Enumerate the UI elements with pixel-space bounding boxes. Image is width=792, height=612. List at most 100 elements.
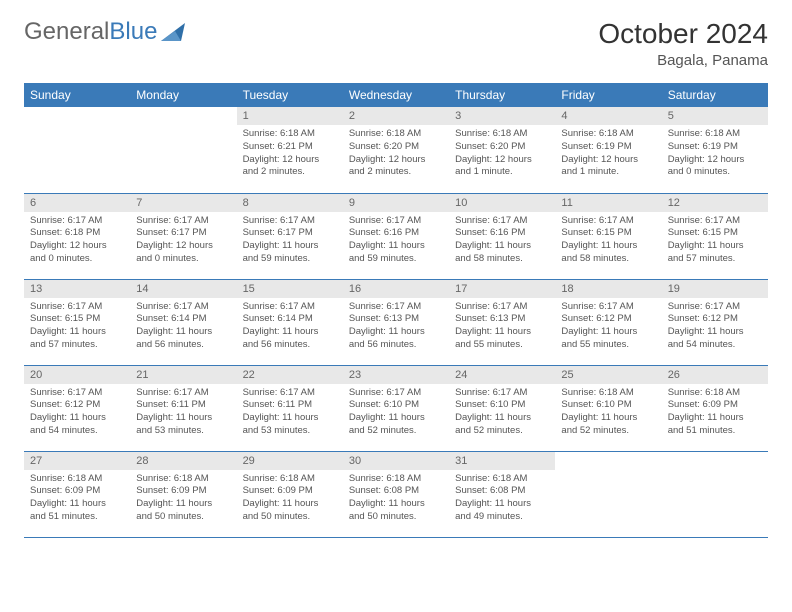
day-number: 24 [449,366,555,384]
logo-word1: General [24,18,109,45]
calendar-cell: 16Sunrise: 6:17 AMSunset: 6:13 PMDayligh… [343,279,449,365]
day-number: 4 [555,107,661,125]
day-detail: Sunrise: 6:18 AMSunset: 6:21 PMDaylight:… [237,125,343,183]
logo: GeneralBlue [24,18,187,46]
day-detail: Sunrise: 6:17 AMSunset: 6:12 PMDaylight:… [555,298,661,356]
day-number: 10 [449,194,555,212]
day-number: 22 [237,366,343,384]
calendar-body: 1Sunrise: 6:18 AMSunset: 6:21 PMDaylight… [24,107,768,537]
calendar-cell: 11Sunrise: 6:17 AMSunset: 6:15 PMDayligh… [555,193,661,279]
weekday-header: Thursday [449,83,555,107]
day-number: 5 [662,107,768,125]
day-detail: Sunrise: 6:17 AMSunset: 6:15 PMDaylight:… [662,212,768,270]
calendar-cell: 10Sunrise: 6:17 AMSunset: 6:16 PMDayligh… [449,193,555,279]
day-number: 29 [237,452,343,470]
weekday-header: Wednesday [343,83,449,107]
location: Bagala, Panama [598,52,768,69]
day-number: 9 [343,194,449,212]
calendar-head: SundayMondayTuesdayWednesdayThursdayFrid… [24,83,768,107]
day-number: 14 [130,280,236,298]
calendar-cell: 18Sunrise: 6:17 AMSunset: 6:12 PMDayligh… [555,279,661,365]
calendar-cell [555,451,661,537]
day-detail: Sunrise: 6:18 AMSunset: 6:20 PMDaylight:… [449,125,555,183]
calendar-cell: 7Sunrise: 6:17 AMSunset: 6:17 PMDaylight… [130,193,236,279]
day-detail: Sunrise: 6:17 AMSunset: 6:11 PMDaylight:… [237,384,343,442]
day-number: 1 [237,107,343,125]
day-number: 30 [343,452,449,470]
day-number: 15 [237,280,343,298]
calendar-row: 20Sunrise: 6:17 AMSunset: 6:12 PMDayligh… [24,365,768,451]
calendar-cell: 14Sunrise: 6:17 AMSunset: 6:14 PMDayligh… [130,279,236,365]
weekday-header: Monday [130,83,236,107]
day-number: 6 [24,194,130,212]
calendar-cell: 28Sunrise: 6:18 AMSunset: 6:09 PMDayligh… [130,451,236,537]
logo-text: GeneralBlue [24,18,157,46]
day-detail: Sunrise: 6:18 AMSunset: 6:09 PMDaylight:… [662,384,768,442]
day-number: 31 [449,452,555,470]
day-number: 26 [662,366,768,384]
calendar-cell: 13Sunrise: 6:17 AMSunset: 6:15 PMDayligh… [24,279,130,365]
calendar-cell [24,107,130,193]
day-detail: Sunrise: 6:17 AMSunset: 6:12 PMDaylight:… [662,298,768,356]
day-number: 28 [130,452,236,470]
calendar-cell: 30Sunrise: 6:18 AMSunset: 6:08 PMDayligh… [343,451,449,537]
calendar-cell: 5Sunrise: 6:18 AMSunset: 6:19 PMDaylight… [662,107,768,193]
day-detail: Sunrise: 6:17 AMSunset: 6:14 PMDaylight:… [237,298,343,356]
calendar-cell: 4Sunrise: 6:18 AMSunset: 6:19 PMDaylight… [555,107,661,193]
weekday-header: Friday [555,83,661,107]
day-number: 3 [449,107,555,125]
day-number: 18 [555,280,661,298]
calendar-row: 27Sunrise: 6:18 AMSunset: 6:09 PMDayligh… [24,451,768,537]
day-detail: Sunrise: 6:18 AMSunset: 6:09 PMDaylight:… [24,470,130,528]
day-detail: Sunrise: 6:17 AMSunset: 6:15 PMDaylight:… [24,298,130,356]
calendar-cell: 22Sunrise: 6:17 AMSunset: 6:11 PMDayligh… [237,365,343,451]
calendar-cell: 24Sunrise: 6:17 AMSunset: 6:10 PMDayligh… [449,365,555,451]
weekday-header: Saturday [662,83,768,107]
calendar-cell: 17Sunrise: 6:17 AMSunset: 6:13 PMDayligh… [449,279,555,365]
day-number: 2 [343,107,449,125]
day-detail: Sunrise: 6:17 AMSunset: 6:16 PMDaylight:… [343,212,449,270]
day-detail: Sunrise: 6:17 AMSunset: 6:11 PMDaylight:… [130,384,236,442]
day-number: 13 [24,280,130,298]
day-detail: Sunrise: 6:18 AMSunset: 6:20 PMDaylight:… [343,125,449,183]
day-detail: Sunrise: 6:17 AMSunset: 6:13 PMDaylight:… [343,298,449,356]
header: GeneralBlue October 2024 Bagala, Panama [24,18,768,69]
day-detail: Sunrise: 6:17 AMSunset: 6:13 PMDaylight:… [449,298,555,356]
calendar-cell: 8Sunrise: 6:17 AMSunset: 6:17 PMDaylight… [237,193,343,279]
day-number: 21 [130,366,236,384]
calendar-cell: 3Sunrise: 6:18 AMSunset: 6:20 PMDaylight… [449,107,555,193]
calendar-cell [662,451,768,537]
calendar-cell: 21Sunrise: 6:17 AMSunset: 6:11 PMDayligh… [130,365,236,451]
calendar-cell: 23Sunrise: 6:17 AMSunset: 6:10 PMDayligh… [343,365,449,451]
day-detail: Sunrise: 6:17 AMSunset: 6:16 PMDaylight:… [449,212,555,270]
day-detail: Sunrise: 6:17 AMSunset: 6:17 PMDaylight:… [237,212,343,270]
logo-triangle-icon [161,21,187,43]
day-detail: Sunrise: 6:17 AMSunset: 6:14 PMDaylight:… [130,298,236,356]
day-number: 25 [555,366,661,384]
day-number: 27 [24,452,130,470]
calendar-cell: 12Sunrise: 6:17 AMSunset: 6:15 PMDayligh… [662,193,768,279]
calendar-table: SundayMondayTuesdayWednesdayThursdayFrid… [24,83,768,538]
day-detail: Sunrise: 6:18 AMSunset: 6:19 PMDaylight:… [555,125,661,183]
calendar-cell: 27Sunrise: 6:18 AMSunset: 6:09 PMDayligh… [24,451,130,537]
day-detail: Sunrise: 6:17 AMSunset: 6:15 PMDaylight:… [555,212,661,270]
calendar-cell: 6Sunrise: 6:17 AMSunset: 6:18 PMDaylight… [24,193,130,279]
weekday-header: Sunday [24,83,130,107]
calendar-cell [130,107,236,193]
day-number: 16 [343,280,449,298]
calendar-row: 6Sunrise: 6:17 AMSunset: 6:18 PMDaylight… [24,193,768,279]
day-number: 20 [24,366,130,384]
day-number: 11 [555,194,661,212]
calendar-cell: 29Sunrise: 6:18 AMSunset: 6:09 PMDayligh… [237,451,343,537]
calendar-cell: 20Sunrise: 6:17 AMSunset: 6:12 PMDayligh… [24,365,130,451]
calendar-cell: 25Sunrise: 6:18 AMSunset: 6:10 PMDayligh… [555,365,661,451]
weekday-header: Tuesday [237,83,343,107]
day-detail: Sunrise: 6:18 AMSunset: 6:09 PMDaylight:… [237,470,343,528]
calendar-cell: 2Sunrise: 6:18 AMSunset: 6:20 PMDaylight… [343,107,449,193]
day-number: 17 [449,280,555,298]
day-detail: Sunrise: 6:18 AMSunset: 6:08 PMDaylight:… [343,470,449,528]
calendar-cell: 26Sunrise: 6:18 AMSunset: 6:09 PMDayligh… [662,365,768,451]
month-title: October 2024 [598,18,768,50]
day-number: 8 [237,194,343,212]
day-detail: Sunrise: 6:17 AMSunset: 6:17 PMDaylight:… [130,212,236,270]
